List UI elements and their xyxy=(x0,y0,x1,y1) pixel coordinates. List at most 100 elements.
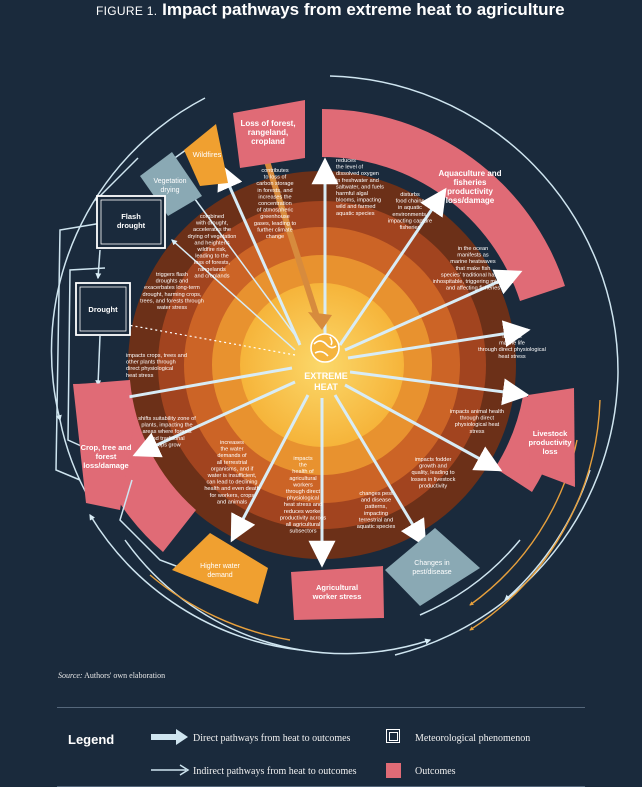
worker-health-line: through direct xyxy=(286,489,321,495)
worker-health-line: workers xyxy=(292,482,313,488)
meteorological-swatch xyxy=(386,729,400,743)
suitability-zone-line: shifts suitability zone of xyxy=(138,416,196,422)
crop-tree-forest-line: Crop, tree and xyxy=(81,443,132,452)
crops-physiological-line: impacts crops, trees and xyxy=(126,353,187,359)
crop-box xyxy=(73,383,133,510)
orange-loop-3 xyxy=(149,574,291,641)
pest-patterns-line: and disease xyxy=(361,498,391,504)
flash-drought-inner xyxy=(100,199,162,245)
loss-forest-line: Loss of forest, xyxy=(240,119,295,128)
reduces-oxygen-label: reduces the level of dissolved oxygen in fr… xyxy=(335,158,384,217)
reduces-oxygen-line: the level of xyxy=(336,165,363,171)
legend-indirect: Indirect pathways from heat to outcomes xyxy=(193,766,357,777)
disturbs-food-chains-line: fisheries xyxy=(400,225,421,231)
suitability-zone-line: and traditional xyxy=(149,436,184,442)
agricultural-worker-stress-line: worker stress xyxy=(312,592,362,601)
orange-arrow-head xyxy=(308,312,332,330)
livestock-line: Livestock xyxy=(533,429,568,438)
aquaculture-line: Aquaculture and xyxy=(438,169,501,178)
livestock-line: productivity xyxy=(529,438,573,447)
drought-label: Drought xyxy=(88,305,118,314)
wildfires-label: Wildfires xyxy=(193,150,222,159)
changes-pest-box xyxy=(385,528,480,606)
indirect-pathways xyxy=(50,75,619,656)
vegetation-drying-label: Vegetation drying xyxy=(153,178,186,194)
changes-pest-disease-line: pest/disease xyxy=(412,569,451,576)
combined-drought-line: and croplands xyxy=(194,273,229,279)
crop-tree-forest-line: forest xyxy=(96,452,117,461)
reduces-oxygen-line: saltwater, and fuels xyxy=(336,184,384,190)
pest-patterns-line: terrestrial and xyxy=(359,517,393,523)
crops-physiological-line: other plants through xyxy=(126,360,176,366)
marine-heatwaves-line: manifests as xyxy=(457,253,489,259)
figure-label: FIGURE 1. xyxy=(96,4,158,18)
fodder-growth-label: impacts fodder growth and quality, leading… xyxy=(411,457,456,489)
legend-direct: Direct pathways from heat to outcomes xyxy=(193,733,351,744)
contributes-loss-line: gases, leading to xyxy=(254,221,296,227)
wildfires-line: Wildfires xyxy=(193,150,222,159)
combined-drought-line: and heightens xyxy=(194,240,229,246)
center-label-2: HEAT xyxy=(314,382,338,392)
livestock-label: Livestock productivity loss xyxy=(529,429,573,456)
legend-outcomes: Outcomes xyxy=(415,766,456,777)
reduces-oxygen-line: dissolved oxygen xyxy=(336,171,379,177)
arrow-to-livestock xyxy=(349,370,530,406)
direct-pathways xyxy=(97,157,531,568)
fodder-growth-line: impacts fodder xyxy=(415,457,452,463)
combined-drought-line: drying of vegetation xyxy=(188,234,237,240)
suitability-zone-line: plants, impacting the xyxy=(141,423,192,429)
source-label: Source: xyxy=(58,671,83,680)
higher-water-box xyxy=(172,533,268,604)
worker-health-line: subsectors xyxy=(289,529,316,535)
animal-health-line: impacts animal health xyxy=(450,409,504,415)
indirect-loop-9 xyxy=(95,249,102,280)
contributes-loss-line: increases the xyxy=(258,194,291,200)
indirect-loop-4 xyxy=(124,539,432,655)
higher-water-demand-label: Higher water demand xyxy=(200,563,240,579)
indirect-loop-1 xyxy=(50,97,206,422)
outcome-boxes xyxy=(73,100,575,620)
water-demand-line: the water xyxy=(220,447,243,453)
water-demand-line: all terrestrial xyxy=(217,460,247,466)
marine-life-line: heat stress xyxy=(498,354,526,360)
marine-heatwaves-label: in the ocean manifests as marine heatwaves… xyxy=(433,246,514,292)
marine-heatwaves-line: marine heatwaves xyxy=(450,259,496,265)
worker-health-line: productivity across xyxy=(280,515,327,521)
crops-physiological-line: direct physiological xyxy=(126,366,173,372)
indirect-loop-5 xyxy=(89,513,301,651)
flash-droughts-trigger-line: drought, harming crops, xyxy=(142,292,202,298)
figure-heading: Impact pathways from extreme heat to agr… xyxy=(162,0,565,19)
reduces-oxygen-line: aquatic species xyxy=(336,211,375,217)
disturbs-food-chains-line: food chains xyxy=(396,199,425,205)
contributes-loss-line: contributes xyxy=(261,168,289,174)
vegetation-drying-box xyxy=(140,152,202,216)
worker-health-line: heat stress and xyxy=(284,502,322,508)
orange-arrow-loss-forest xyxy=(262,154,321,321)
combined-drought-line: loss of forests, xyxy=(194,260,231,266)
aquaculture-line: loss/damage xyxy=(446,196,495,205)
contributes-loss-line: to loss of xyxy=(264,175,287,181)
legend-divider-top xyxy=(57,707,585,708)
indirect-loop-12 xyxy=(67,267,106,451)
disturbs-food-chains-line: environments, xyxy=(392,212,428,218)
marine-life-label: impacts marine life through direct physiol… xyxy=(478,334,546,360)
aquaculture-line: fisheries xyxy=(454,178,487,187)
indirect-loop-7 xyxy=(504,469,591,601)
contributes-loss-line: change xyxy=(266,234,284,240)
pest-patterns-line: impacting xyxy=(364,511,388,517)
animal-health-line: physiological heat xyxy=(455,422,500,428)
arrow-to-marine xyxy=(347,320,531,360)
arrow-to-water xyxy=(230,394,310,543)
worker-health-line: all agricultural xyxy=(286,522,321,528)
arrow-to-crop-2 xyxy=(97,366,293,412)
contributes-loss-line: carbon storage xyxy=(256,181,293,187)
dotted-to-drought xyxy=(127,324,296,356)
water-demand-line: increases xyxy=(220,440,244,446)
marine-life-line: marine life xyxy=(499,341,525,347)
diagram-labels: Loss of forest, rangeland, cropland Aquacul… xyxy=(81,119,573,601)
worker-health-line: physiological xyxy=(287,496,319,502)
agricultural-worker-stress-label: Agricultural worker stress xyxy=(312,583,362,601)
arrow-to-aquaculture xyxy=(338,187,447,346)
indirect-loop-8 xyxy=(95,157,139,201)
flash-drought-box xyxy=(96,195,166,249)
